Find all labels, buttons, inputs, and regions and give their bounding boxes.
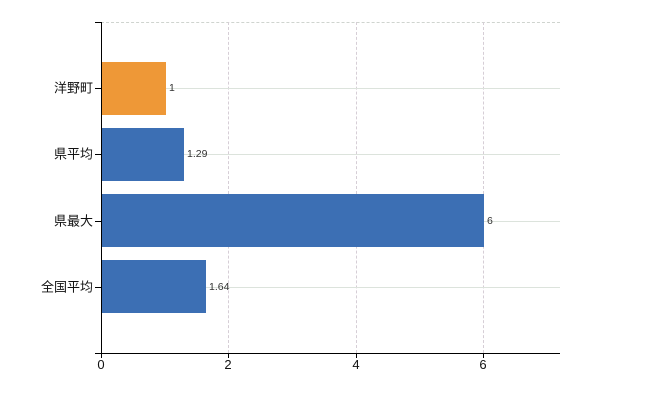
bar xyxy=(102,260,206,313)
x-axis-tick xyxy=(483,354,484,358)
y-axis-tick xyxy=(95,22,101,23)
value-label: 6 xyxy=(487,214,493,227)
y-axis-line xyxy=(101,22,102,354)
v-gridline xyxy=(356,22,357,353)
x-axis-line xyxy=(101,353,560,354)
value-label: 1 xyxy=(169,81,175,94)
category-label: 全国平均 xyxy=(40,279,93,295)
category-label: 県最大 xyxy=(53,213,93,229)
h-gridline xyxy=(102,287,560,288)
h-gridline xyxy=(102,154,560,155)
x-axis-tick xyxy=(101,354,102,358)
y-axis-tick xyxy=(95,221,101,222)
v-gridline xyxy=(228,22,229,353)
category-label: 洋野町 xyxy=(53,80,93,96)
v-gridline xyxy=(483,22,484,353)
h-gridline xyxy=(102,88,560,89)
x-axis-tick-label: 4 xyxy=(352,357,360,372)
bar xyxy=(102,194,484,247)
bar xyxy=(102,62,166,115)
plot-top-border xyxy=(101,22,560,23)
y-axis-tick xyxy=(95,88,101,89)
bar xyxy=(102,128,184,181)
x-axis-tick-label: 2 xyxy=(224,357,232,372)
x-axis-tick-label: 0 xyxy=(97,357,105,372)
category-label: 県平均 xyxy=(53,146,93,162)
x-axis-tick xyxy=(356,354,357,358)
x-axis-tick xyxy=(228,354,229,358)
y-axis-tick xyxy=(95,287,101,288)
y-axis-tick xyxy=(95,154,101,155)
y-axis-tick xyxy=(95,353,101,354)
x-axis-tick-label: 6 xyxy=(479,357,487,372)
value-label: 1.29 xyxy=(187,147,208,160)
value-label: 1.64 xyxy=(209,280,230,293)
